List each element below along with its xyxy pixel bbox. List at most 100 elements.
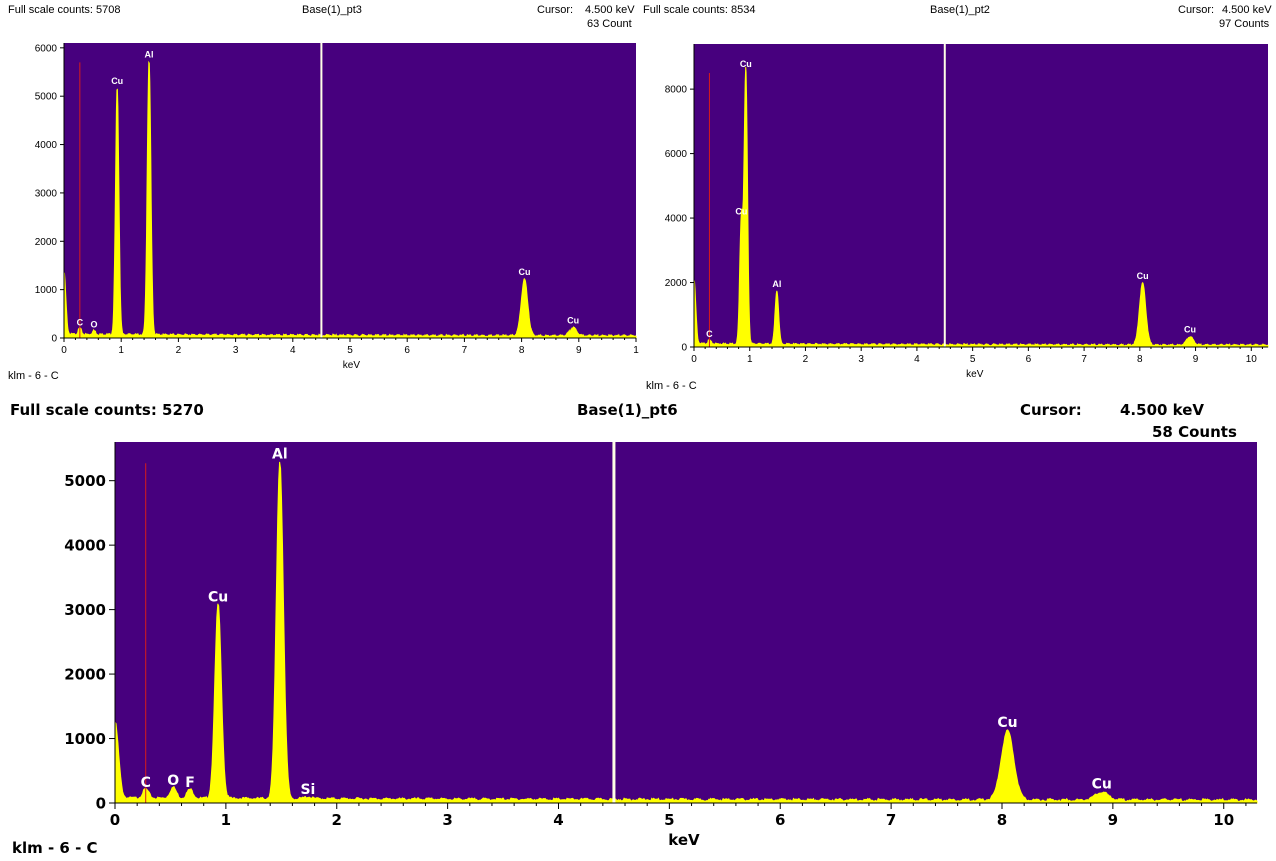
x-tick-label: 7 [462, 345, 468, 356]
x-axis-label: keV [343, 360, 361, 371]
peak-label-cu: Cu [111, 76, 123, 86]
peak-label-cu: Cu [518, 267, 530, 277]
x-tick-label: 6 [775, 811, 785, 829]
x-tick-label: 2 [803, 354, 809, 365]
x-tick-label: 10 [1246, 354, 1258, 365]
y-tick-label: 4000 [64, 536, 106, 554]
sample-label: klm - 6 - C [8, 370, 59, 382]
peak-label-cu: Cu [1137, 271, 1149, 281]
x-tick-label: 9 [1108, 811, 1118, 829]
x-tick-label: 5 [970, 354, 976, 365]
spectrum-trace [693, 66, 1269, 348]
spectrum-panel-pt6: C O F Cu Al Si Cu Cu 0 1000 2000 3000 4000 5000 0 1 2 3 4 5… [0, 398, 1276, 861]
spectrum-title: Base(1)_pt3 [302, 4, 362, 16]
y-tick-label: 5000 [35, 92, 58, 103]
x-tick-label: 3 [858, 354, 864, 365]
y-tick-label: 0 [681, 343, 687, 354]
x-axis-label: keV [668, 831, 700, 849]
y-tick-label: 3000 [64, 601, 106, 619]
x-tick-label: 9 [1193, 354, 1199, 365]
x-tick-label: 1 [633, 345, 639, 356]
spectrum-chart-pt6: C O F Cu Al Si Cu Cu 0 1000 2000 3000 4000 5000 0 1 2 3 4 5… [64, 442, 1258, 849]
spectrum-chart-pt3: C O Cu Al Cu Cu 0 1000 2000 3000 4000 5000 6000 0 1 2 3 4… [35, 43, 639, 371]
spectrum-panel-pt3: C O Cu Al Cu Cu 0 1000 2000 3000 4000 5000 6000 0 1 2 3 4… [0, 0, 640, 390]
x-tick-label: 10 [1213, 811, 1234, 829]
peak-label-al: Al [772, 279, 781, 289]
peak-label-al: Al [145, 49, 154, 59]
x-tick-label: 8 [1137, 354, 1143, 365]
y-tick-label: 3000 [35, 188, 58, 199]
cursor-label: Cursor: [537, 4, 574, 16]
full-scale-counts: Full scale counts: 8534 [643, 4, 756, 16]
x-tick-label: 0 [110, 811, 120, 829]
y-tick-label: 5000 [64, 472, 106, 490]
peak-label-cu: Cu [208, 589, 228, 605]
x-tick-label: 4 [553, 811, 563, 829]
full-scale-counts: Full scale counts: 5270 [10, 401, 204, 419]
y-tick-label: 0 [96, 794, 106, 812]
plot-area [64, 43, 636, 338]
x-tick-label: 2 [176, 345, 182, 356]
y-tick-label: 6000 [665, 149, 688, 160]
x-tick-label: 8 [997, 811, 1007, 829]
x-tick-label: 2 [332, 811, 342, 829]
x-tick-label: 5 [664, 811, 674, 829]
full-scale-counts: Full scale counts: 5708 [8, 4, 121, 16]
y-tick-label: 4000 [35, 140, 58, 151]
y-tick-label: 6000 [35, 43, 58, 54]
peak-label-cu: Cu [1184, 324, 1196, 334]
x-tick-label: 9 [576, 345, 582, 356]
peak-label-cu: Cu [1092, 776, 1112, 792]
peak-label-f: F [185, 775, 195, 791]
plot-area [115, 442, 1257, 803]
x-tick-label: 3 [233, 345, 239, 356]
y-tick-label: 1000 [64, 730, 106, 748]
x-tick-label: 8 [519, 345, 525, 356]
x-tick-label: 3 [442, 811, 452, 829]
y-tick-label: 4000 [665, 214, 688, 225]
cursor-counts: 97 Counts [1219, 18, 1270, 30]
x-tick-label: 4 [290, 345, 296, 356]
spectrum-chart-pt2: C Cu Cu Al Cu Cu 0 2000 4000 6000 8000 0 1 2 3 4 5 6 7 8 9 10… [665, 44, 1269, 380]
spectrum-panel-pt2: C Cu Cu Al Cu Cu 0 2000 4000 6000 8000 0 1 2 3 4 5 6 7 8 9 10… [640, 0, 1276, 398]
x-tick-label: 7 [1081, 354, 1087, 365]
peak-label-al: Al [272, 446, 288, 462]
x-tick-label: 6 [404, 345, 410, 356]
spectrum-title: Base(1)_pt6 [577, 401, 678, 419]
x-tick-label: 0 [691, 354, 697, 365]
peak-label-cu: Cu [740, 59, 752, 69]
cursor-energy: 4.500 keV [585, 4, 635, 16]
sample-label: klm - 6 - C [12, 839, 98, 857]
peak-label-cu: Cu [735, 207, 747, 217]
spectrum-trace [114, 461, 1258, 804]
cursor-label: Cursor: [1020, 401, 1082, 419]
cursor-counts: 63 Count [587, 18, 632, 30]
peak-label-cu: Cu [567, 315, 579, 325]
cursor-label: Cursor: [1178, 4, 1215, 16]
y-tick-label: 2000 [665, 278, 688, 289]
x-tick-label: 1 [221, 811, 231, 829]
peak-label-o: O [167, 773, 179, 789]
peak-label-si: Si [300, 782, 315, 798]
spectrum-trace [63, 60, 637, 339]
x-tick-label: 4 [914, 354, 920, 365]
x-axis-label: keV [966, 369, 984, 380]
cursor-energy: 4.500 keV [1222, 4, 1272, 16]
y-tick-label: 2000 [64, 665, 106, 683]
x-tick-label: 1 [747, 354, 753, 365]
sample-label: klm - 6 - C [646, 380, 697, 392]
peak-label-c: C [141, 775, 151, 791]
spectrum-title: Base(1)_pt2 [930, 4, 990, 16]
x-tick-label: 6 [1026, 354, 1032, 365]
y-tick-label: 2000 [35, 237, 58, 248]
peak-label-c: C [77, 317, 84, 327]
y-tick-label: 1000 [35, 285, 58, 296]
plot-area [694, 44, 1268, 347]
x-tick-label: 5 [347, 345, 353, 356]
peak-label-c: C [706, 329, 713, 339]
x-tick-label: 7 [886, 811, 896, 829]
y-tick-label: 8000 [665, 85, 688, 96]
x-tick-label: 1 [118, 345, 124, 356]
x-tick-label: 0 [61, 345, 67, 356]
peak-label-o: O [91, 320, 98, 330]
